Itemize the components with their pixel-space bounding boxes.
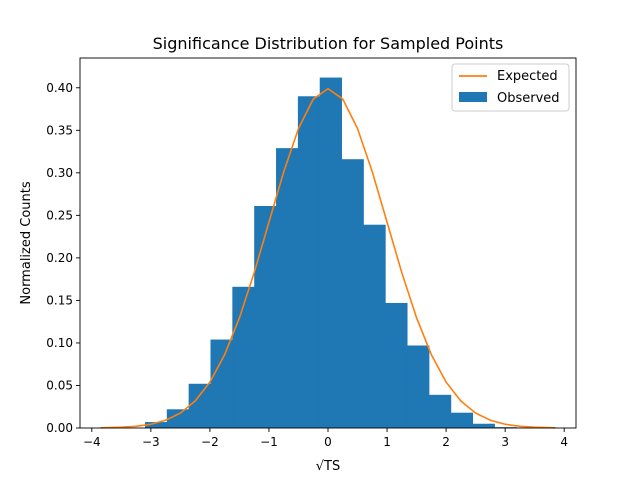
histogram-bar — [166, 409, 190, 428]
histogram-bar — [319, 77, 342, 428]
histogram-bar — [450, 412, 474, 428]
y-tick-label: 0.20 — [46, 251, 73, 265]
x-tick-label: −4 — [83, 435, 101, 449]
x-tick-label: −3 — [142, 435, 160, 449]
histogram-bar — [297, 96, 321, 428]
x-tick-label: 1 — [383, 435, 391, 449]
y-tick-label: 0.10 — [46, 336, 73, 350]
legend-label-observed: Observed — [497, 91, 560, 106]
histogram-bar — [188, 383, 211, 428]
y-tick-label: 0.25 — [46, 208, 73, 222]
histogram-bar — [276, 148, 299, 428]
y-tick-label: 0.05 — [46, 378, 73, 392]
x-axis-label: √TS — [316, 459, 340, 474]
histogram-bar — [254, 206, 277, 428]
histogram-bar — [144, 422, 168, 428]
y-tick-label: 0.15 — [46, 293, 73, 307]
histogram-bar — [472, 423, 495, 428]
legend-label-expected: Expected — [497, 69, 558, 84]
x-tick-label: 3 — [501, 435, 509, 449]
histogram-bar — [385, 302, 408, 428]
observed-bars — [144, 77, 517, 428]
x-tick-label: −2 — [201, 435, 219, 449]
histogram-bar — [428, 394, 452, 428]
histogram-bar — [363, 224, 386, 428]
expected-curve — [100, 87, 556, 429]
x-tick-label: 2 — [442, 435, 450, 449]
x-tick-label: −1 — [260, 435, 278, 449]
y-tick-label: 0.30 — [46, 166, 73, 180]
y-tick-label: 0.40 — [46, 81, 73, 95]
histogram-bar — [210, 339, 233, 428]
y-tick-label: 0.00 — [46, 421, 73, 435]
chart-title: Significance Distribution for Sampled Po… — [153, 34, 504, 53]
axes: −4 −3 −2 −1 0 1 2 3 4 0.00 0.05 0.10 0.15 0.20 0.25 0.3… — [46, 57, 577, 449]
expected-curve-group — [100, 87, 556, 429]
histogram-bar — [407, 345, 430, 428]
x-tick-label: 0 — [324, 435, 332, 449]
x-tick-label: 4 — [560, 435, 568, 449]
y-tick-label: 0.35 — [46, 123, 73, 137]
legend-swatch-observed — [459, 92, 487, 102]
histogram-bar — [341, 159, 364, 428]
legend: Expected Observed — [451, 63, 570, 112]
y-axis-label: Normalized Counts — [19, 181, 34, 304]
